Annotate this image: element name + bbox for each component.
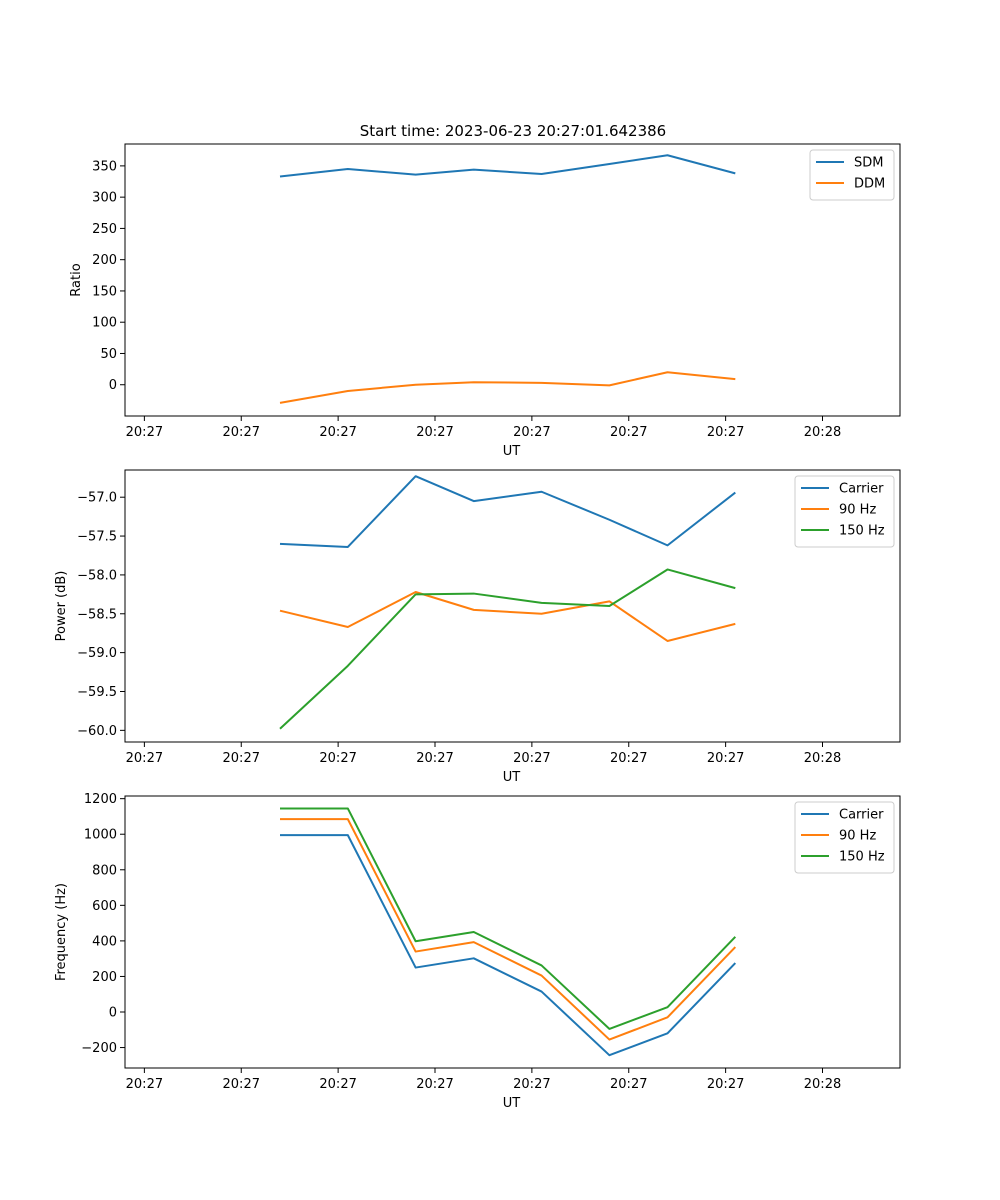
x-tick-label: 20:27 bbox=[223, 751, 260, 766]
y-axis-label: Frequency (Hz) bbox=[54, 883, 69, 981]
series-line-ddm bbox=[279, 371, 736, 404]
legend: SDM DDM bbox=[809, 149, 895, 201]
x-tick-label: 20:28 bbox=[804, 751, 841, 766]
y-tick-label: 100 bbox=[92, 316, 117, 331]
subplot-2: 20:27 20:27 20:27 20:27 20:27 20:27 20:27 20:28… bbox=[54, 469, 901, 785]
series-line-90-hz bbox=[279, 591, 736, 642]
axes-frame bbox=[124, 469, 901, 743]
y-tick-label: 400 bbox=[92, 934, 117, 949]
series-line-90-hz bbox=[280, 818, 737, 1041]
y-tick-label: 150 bbox=[92, 284, 117, 299]
y-tick-label: −200 bbox=[81, 1041, 117, 1056]
subplots: 20:27 20:27 20:27 20:27 20:27 20:27 20:27 20:28… bbox=[54, 143, 901, 1111]
legend: Carrier 90 Hz 150 Hz bbox=[794, 801, 895, 874]
series-line-carrier bbox=[279, 475, 736, 548]
y-tick-label: 300 bbox=[92, 191, 117, 206]
axes-frame bbox=[124, 143, 901, 417]
y-tick-label: 0 bbox=[109, 1006, 117, 1021]
y-axis-label: Power (dB) bbox=[54, 571, 69, 642]
legend-label: 90 Hz bbox=[839, 503, 876, 518]
series-line-150-hz bbox=[280, 807, 737, 1030]
y-tick-label: −57.5 bbox=[77, 530, 117, 545]
y-tick-label: −58.5 bbox=[77, 607, 117, 622]
x-tick-label: 20:27 bbox=[319, 425, 356, 440]
x-tick-label: 20:27 bbox=[513, 1077, 550, 1092]
x-tick-label: 20:28 bbox=[804, 425, 841, 440]
x-tick-label: 20:27 bbox=[126, 1077, 163, 1092]
subplot-3: 20:27 20:27 20:27 20:27 20:27 20:27 20:27 20:28… bbox=[54, 792, 901, 1111]
y-tick-label: 50 bbox=[100, 347, 117, 362]
y-tick-label: 200 bbox=[92, 970, 117, 985]
series-line-carrier bbox=[280, 834, 737, 1057]
legend: Carrier 90 Hz 150 Hz bbox=[794, 475, 895, 548]
x-tick-label: 20:27 bbox=[416, 425, 453, 440]
legend-label: 150 Hz bbox=[839, 850, 885, 865]
x-axis-label: UT bbox=[503, 1096, 521, 1111]
x-tick-label: 20:27 bbox=[707, 751, 744, 766]
y-tick-label: −58.0 bbox=[77, 568, 117, 583]
y-tick-label: −59.0 bbox=[77, 646, 117, 661]
y-tick-label: 1000 bbox=[84, 828, 117, 843]
legend-label: Carrier bbox=[839, 808, 884, 823]
y-tick-label: −59.5 bbox=[77, 685, 117, 700]
legend-label: Carrier bbox=[839, 482, 884, 497]
x-tick-label: 20:27 bbox=[223, 1077, 260, 1092]
y-tick-label: 200 bbox=[92, 253, 117, 268]
series-line-150-hz bbox=[279, 568, 736, 730]
x-tick-label: 20:27 bbox=[707, 1077, 744, 1092]
x-tick-label: 20:27 bbox=[610, 751, 647, 766]
y-tick-label: 350 bbox=[92, 159, 117, 174]
legend-label: 150 Hz bbox=[839, 524, 885, 539]
x-tick-label: 20:28 bbox=[804, 1077, 841, 1092]
x-tick-label: 20:27 bbox=[126, 751, 163, 766]
x-tick-label: 20:27 bbox=[416, 751, 453, 766]
y-tick-label: 1200 bbox=[84, 792, 117, 807]
axes-frame bbox=[124, 795, 901, 1069]
x-tick-label: 20:27 bbox=[513, 751, 550, 766]
legend-label: SDM bbox=[854, 156, 883, 171]
x-axis-label: UT bbox=[503, 444, 521, 459]
subplot-1: 20:27 20:27 20:27 20:27 20:27 20:27 20:27 20:28… bbox=[69, 143, 901, 459]
legend-label: 90 Hz bbox=[839, 829, 876, 844]
x-axis-label: UT bbox=[503, 770, 521, 785]
x-tick-label: 20:27 bbox=[319, 751, 356, 766]
x-tick-label: 20:27 bbox=[416, 1077, 453, 1092]
x-tick-label: 20:27 bbox=[513, 425, 550, 440]
series-line-sdm bbox=[279, 154, 736, 178]
figure-title: Start time: 2023-06-23 20:27:01.642386 bbox=[360, 122, 666, 140]
x-tick-label: 20:27 bbox=[223, 425, 260, 440]
legend-label: DDM bbox=[854, 177, 885, 192]
y-tick-label: 600 bbox=[92, 899, 117, 914]
y-tick-label: −60.0 bbox=[77, 724, 117, 739]
y-tick-label: 250 bbox=[92, 222, 117, 237]
y-tick-label: 800 bbox=[92, 863, 117, 878]
y-axis-label: Ratio bbox=[69, 263, 84, 296]
x-tick-label: 20:27 bbox=[319, 1077, 356, 1092]
y-tick-label: 0 bbox=[109, 378, 117, 393]
x-tick-label: 20:27 bbox=[707, 425, 744, 440]
x-tick-label: 20:27 bbox=[610, 425, 647, 440]
x-tick-label: 20:27 bbox=[126, 425, 163, 440]
x-tick-label: 20:27 bbox=[610, 1077, 647, 1092]
y-tick-label: −57.0 bbox=[77, 491, 117, 506]
